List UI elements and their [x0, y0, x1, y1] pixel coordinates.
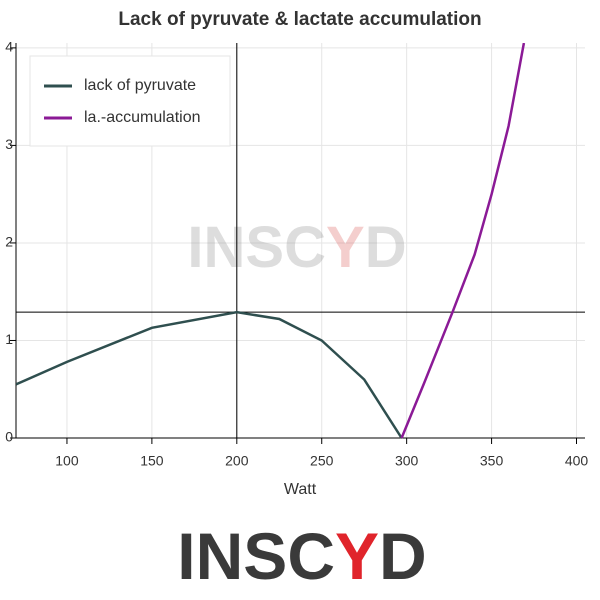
watermark-part: INSC — [187, 215, 326, 280]
x-tick-label: 300 — [395, 453, 419, 469]
x-tick-label: 100 — [55, 453, 79, 469]
watermark-part: D — [365, 215, 407, 280]
x-tick-label: 350 — [480, 453, 504, 469]
series-line — [400, 43, 526, 439]
x-axis-label: Watt — [284, 481, 317, 498]
legend-label: la.-accumulation — [84, 109, 201, 126]
legend-box — [29, 55, 231, 147]
y-tick-label: 3 — [5, 136, 13, 152]
y-tick-label: 0 — [5, 429, 13, 445]
y-tick-label: 1 — [5, 331, 13, 347]
series-line — [16, 310, 403, 439]
watermark: INSCYD — [187, 215, 406, 280]
y-tick-label: 2 — [5, 234, 13, 250]
logo-part: D — [379, 519, 427, 593]
x-tick-label: 200 — [225, 453, 249, 469]
legend-label: lack of pyruvate — [84, 77, 196, 94]
x-tick-label: 250 — [310, 453, 334, 469]
x-tick-label: 400 — [565, 453, 589, 469]
logo-part: Y — [335, 519, 379, 593]
logo: INSCYD — [177, 519, 426, 593]
watermark-part: Y — [326, 215, 365, 280]
y-tick-label: 4 — [5, 39, 13, 55]
logo-part: INSC — [177, 519, 335, 593]
plot-area — [16, 43, 526, 439]
chart-title: Lack of pyruvate & lactate accumulation — [118, 9, 481, 30]
x-tick-label: 150 — [140, 453, 164, 469]
